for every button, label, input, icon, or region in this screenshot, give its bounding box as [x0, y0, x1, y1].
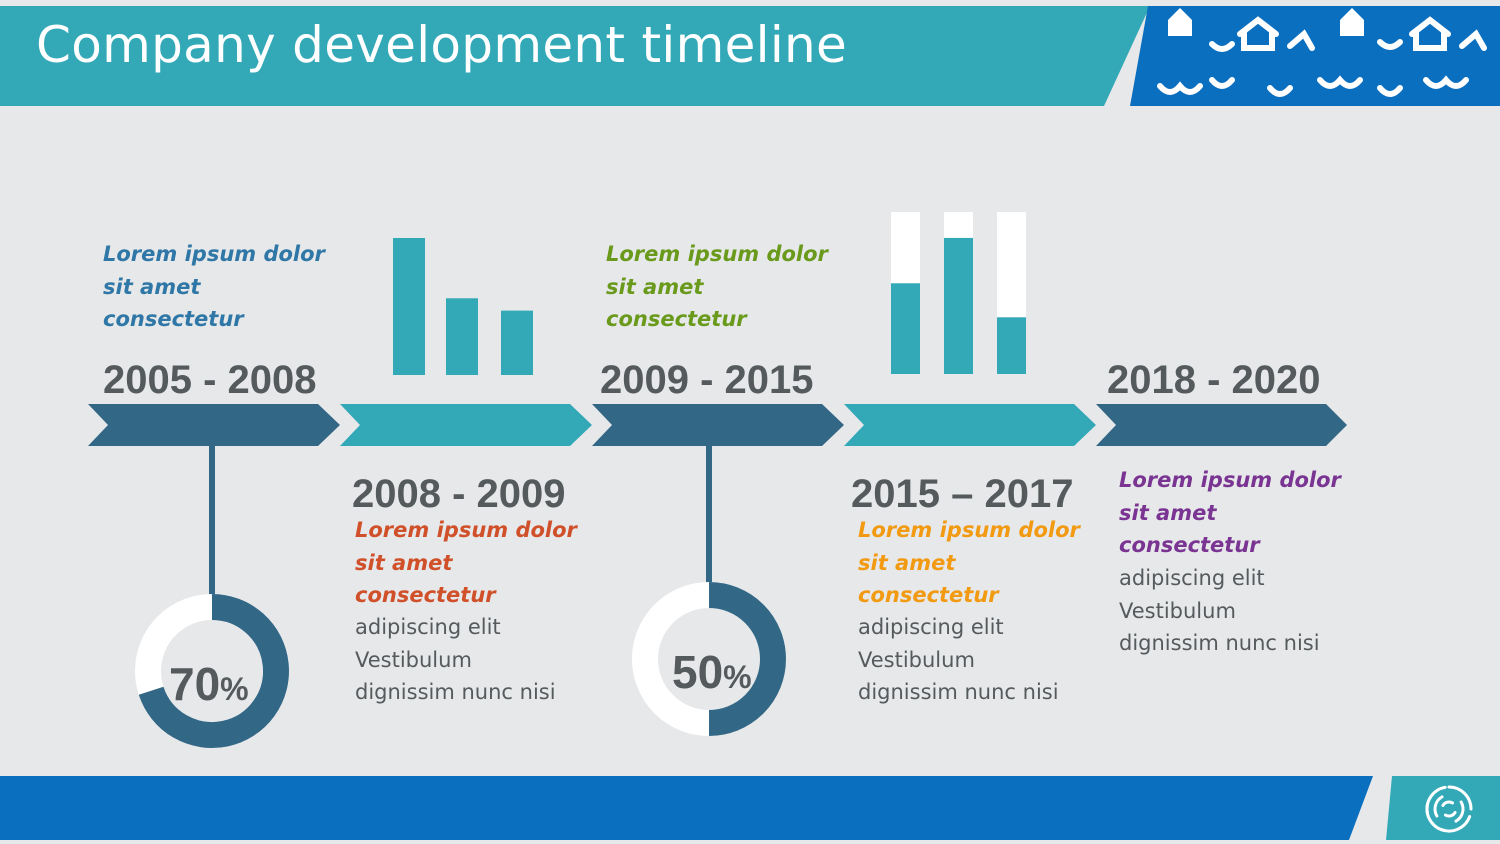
mini-bar-2-track-2: [944, 212, 973, 374]
period-3-percent-value: 50: [672, 646, 724, 698]
period-4-body-line: dignissim nunc nisi: [858, 680, 1059, 704]
timeline-arrow-5: [1096, 404, 1347, 446]
mini-bar-2-track-3: [997, 212, 1026, 374]
timeline-arrow-1: [88, 404, 340, 446]
period-2-lead-line: Lorem ipsum dolor: [355, 518, 577, 542]
title-banner: [0, 6, 1150, 106]
period-4-body-line: adipiscing elit: [858, 615, 1004, 639]
period-5-year: 2018 - 2020: [1107, 358, 1321, 402]
period-2-lead-line: sit amet: [355, 550, 453, 575]
timeline-arrow-2: [340, 404, 592, 446]
period-1-lead-line: Lorem ipsum dolor: [103, 242, 325, 266]
page-title: Company development timeline: [36, 16, 848, 74]
period-1-percent: 70%: [169, 657, 249, 711]
period-5-lead: Lorem ipsum dolor sit amet consectetur: [1119, 464, 1341, 562]
period-2-body-line: dignissim nunc nisi: [355, 680, 556, 704]
mini-bar-chart-1: [393, 238, 533, 375]
period-5-lead-line: sit amet: [1119, 500, 1217, 525]
mini-bar-1-3: [501, 310, 533, 375]
period-1-percent-value: 70: [169, 658, 221, 710]
period-5-body-line: Vestibulum: [1119, 598, 1236, 623]
house-icon: [1168, 8, 1451, 51]
period-3-year: 2009 - 2015: [600, 358, 814, 402]
mini-bar-2-fill-2: [944, 237, 973, 374]
bird-icon: [1209, 29, 1487, 52]
period-3-lead-line: sit amet: [606, 274, 704, 299]
period-5-body-line: adipiscing elit: [1119, 566, 1265, 590]
period-1-lead: Lorem ipsum dolor sit amet consectetur: [103, 238, 325, 336]
timeline-arrow-3: [592, 404, 844, 446]
period-2-lead-line: consectetur: [355, 583, 496, 607]
mini-bar-1-2: [446, 298, 478, 375]
period-4-lead-line: sit amet: [858, 550, 956, 575]
period-4-lead-line: Lorem ipsum dolor: [858, 518, 1080, 542]
mini-bar-1-1: [393, 238, 425, 375]
period-4-lead-line: consectetur: [858, 583, 999, 607]
percent-sign: %: [723, 659, 752, 695]
period-2-body-line: adipiscing elit: [355, 615, 501, 639]
period-1-lead-line: sit amet: [103, 274, 201, 299]
mini-bar-chart-2: [891, 212, 1026, 374]
period-5-body-line: dignissim nunc nisi: [1119, 631, 1320, 655]
period-1-year: 2005 - 2008: [103, 358, 317, 402]
period-5-lead-line: Lorem ipsum dolor: [1119, 468, 1341, 492]
footer-band: [0, 776, 1500, 840]
period-2-body: adipiscing elit Vestibulum dignissim nun…: [355, 611, 556, 709]
period-4-lead: Lorem ipsum dolor sit amet consectetur: [858, 514, 1080, 612]
mini-bar-2-fill-3: [997, 317, 1026, 374]
period-1-lead-line: consectetur: [103, 307, 244, 331]
timeline-arrow-4: [844, 404, 1096, 446]
period-3-lead-line: consectetur: [606, 307, 747, 331]
percent-sign: %: [220, 671, 249, 707]
period-3-lead: Lorem ipsum dolor sit amet consectetur: [606, 238, 828, 336]
period-2-year: 2008 - 2009: [352, 472, 566, 516]
period-3-lead-line: Lorem ipsum dolor: [606, 242, 828, 266]
period-2-body-line: Vestibulum: [355, 647, 472, 672]
period-3-percent: 50%: [672, 645, 752, 699]
period-4-body: adipiscing elit Vestibulum dignissim nun…: [858, 611, 1059, 709]
period-4-body-line: Vestibulum: [858, 647, 975, 672]
connector-line-3: [706, 446, 712, 583]
wave-icon: [1157, 75, 1469, 97]
period-5-lead-line: consectetur: [1119, 533, 1260, 557]
period-2-lead: Lorem ipsum dolor sit amet consectetur: [355, 514, 577, 612]
mini-bar-2-track-1: [891, 212, 920, 374]
period-4-year: 2015 – 2017: [851, 472, 1074, 516]
connector-line-1: [209, 446, 215, 596]
period-5-body: adipiscing elit Vestibulum dignissim nun…: [1119, 562, 1320, 660]
decorative-pattern-banner: [1130, 6, 1500, 106]
mini-bar-2-fill-1: [891, 283, 920, 374]
swirl-logo-icon: [1425, 785, 1473, 833]
